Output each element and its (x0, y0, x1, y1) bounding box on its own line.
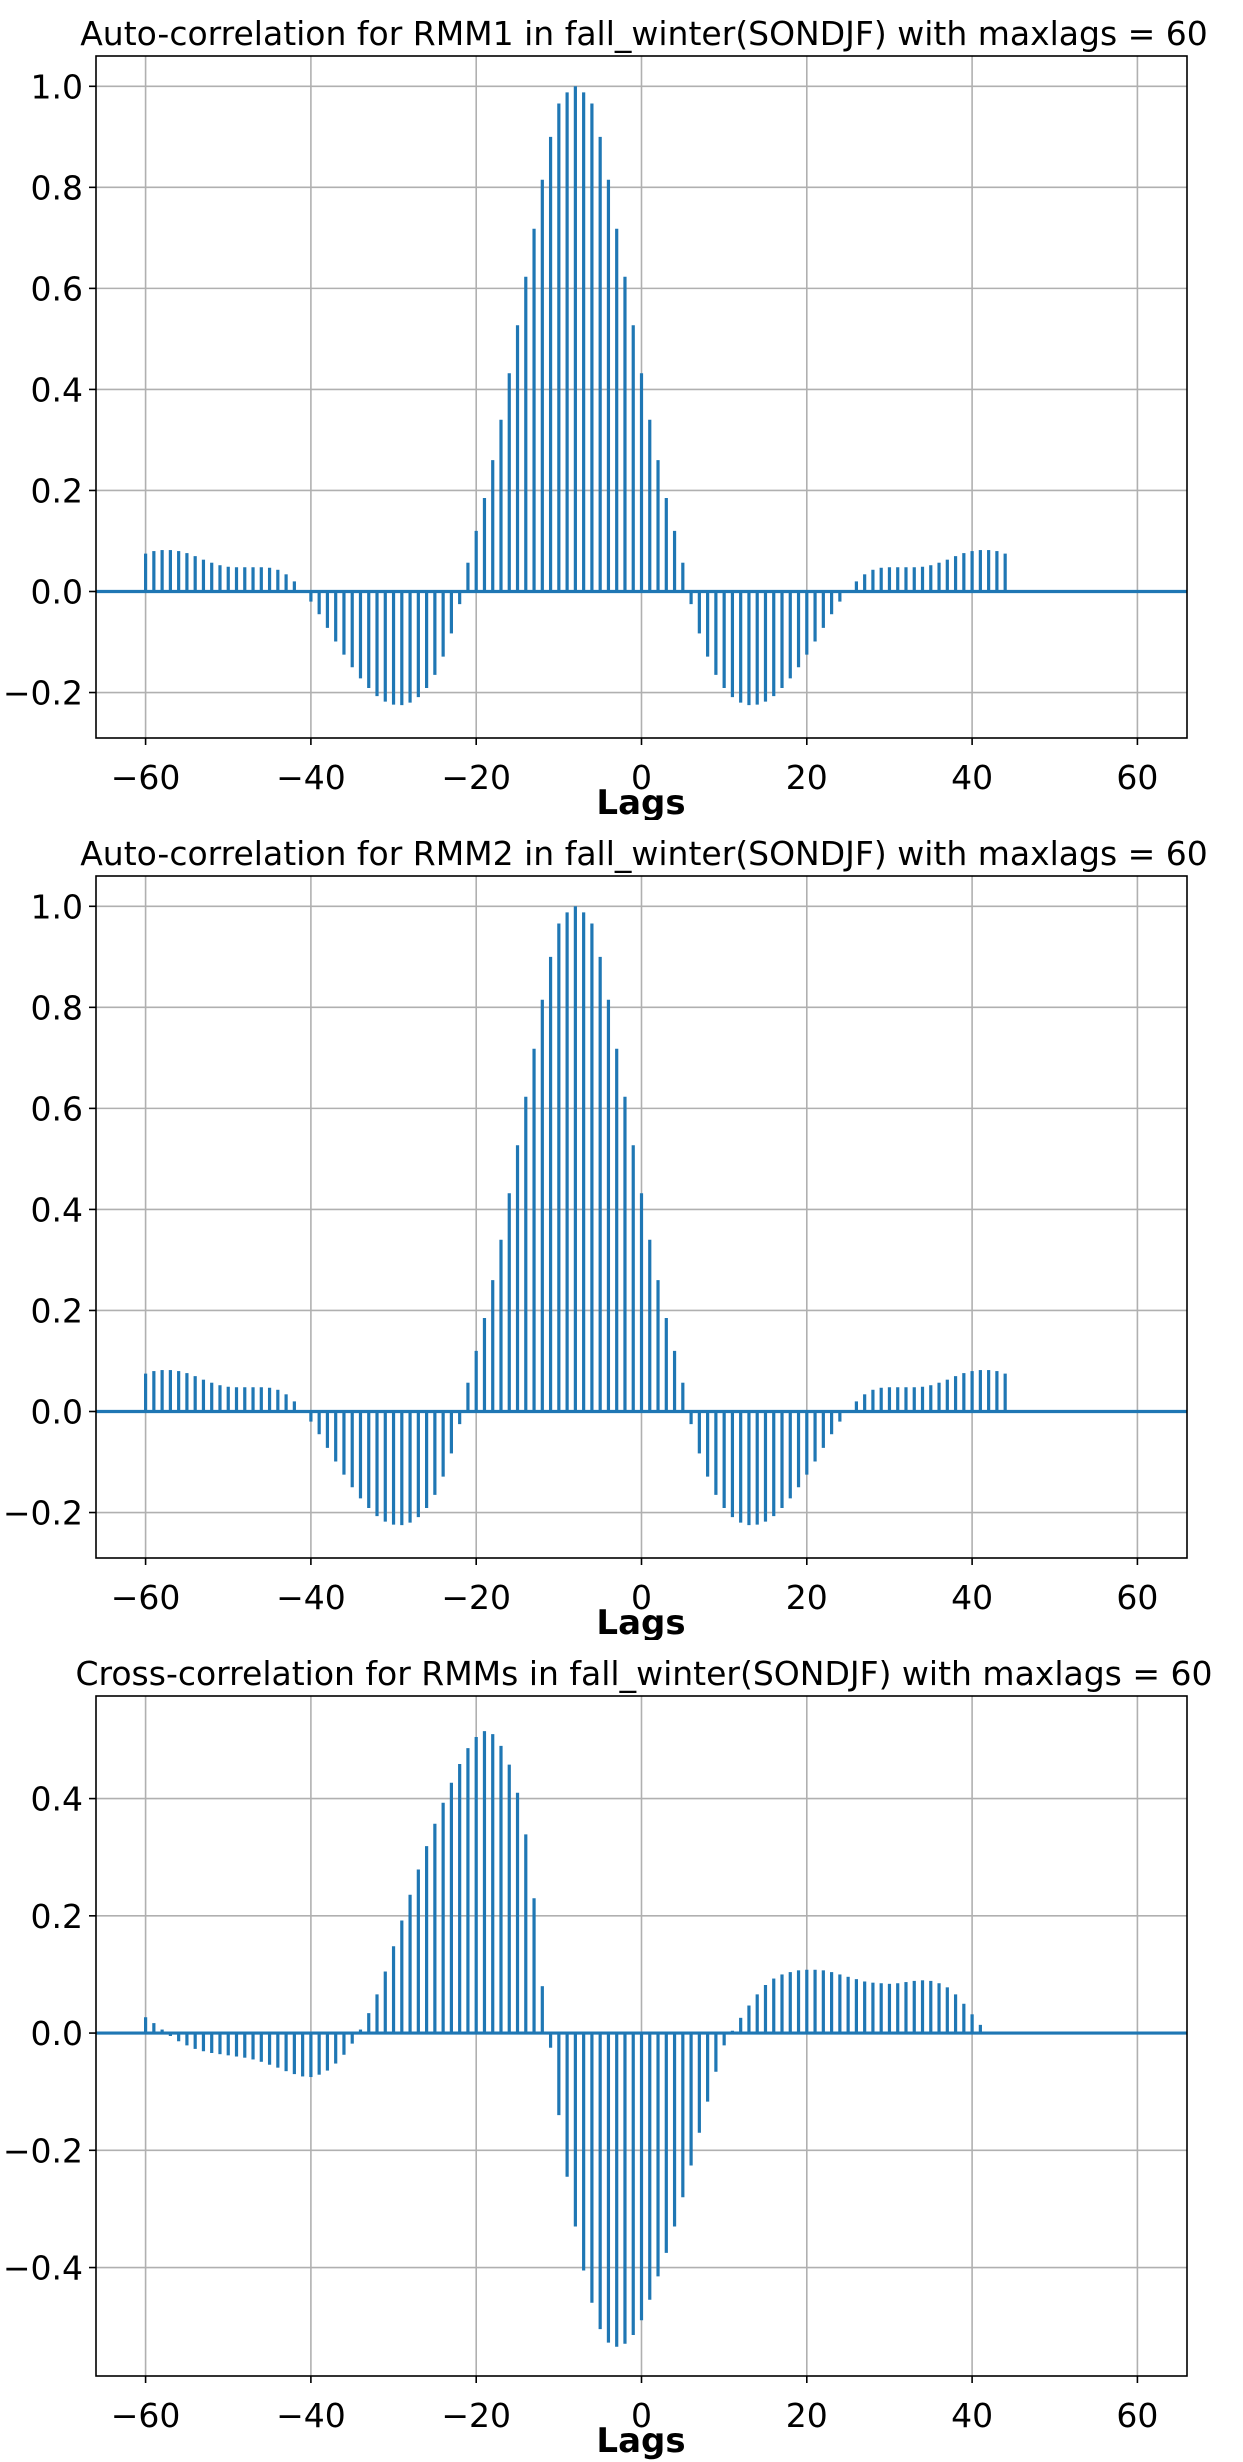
y-tick-label: 0.4 (31, 1780, 83, 1819)
x-tick-label: 0 (631, 2396, 652, 2435)
y-tick-label: 0.0 (31, 2014, 83, 2053)
plot-area: −60 −40 −20 0 20 40 60 −0.2 0.0 0.2 0.4 0.6 0.8 1.0 (3, 55, 1188, 797)
x-tick-label: 0 (631, 758, 652, 797)
chart-panel-rmm2-autocorrelation: −60 −40 −20 0 20 40 60 −0.2 0.0 0.2 0.4 0.6 0.8 1.0 A… (3, 834, 1208, 1640)
x-tick-label: −60 (111, 758, 181, 797)
x-tick-label: −20 (441, 1578, 511, 1617)
x-tick-label: −40 (276, 758, 346, 797)
y-tick-label: 0.0 (31, 1392, 83, 1431)
x-tick-label: −20 (441, 758, 511, 797)
x-tick-label: 20 (786, 758, 828, 797)
y-tick-label: 0.6 (31, 269, 83, 308)
x-axis-label: Lags (596, 1603, 685, 1640)
y-tick-label: 0.4 (31, 1190, 83, 1229)
x-tick-label: 40 (951, 1578, 993, 1617)
x-tick-label: −40 (276, 1578, 346, 1617)
x-tick-label: 60 (1116, 758, 1158, 797)
x-axis-label: Lags (596, 783, 685, 820)
y-tick-label: 0.8 (31, 988, 83, 1027)
y-tick-label: −0.2 (3, 674, 83, 713)
y-tick-label: −0.2 (3, 2131, 83, 2170)
x-tick-label: −20 (441, 2396, 511, 2435)
y-tick-label: 0.4 (31, 370, 83, 409)
y-tick-label: 0.2 (31, 1291, 83, 1330)
y-tick-label: 0.0 (31, 572, 83, 611)
y-tick-label: 0.8 (31, 168, 83, 207)
chart-panel-rmm-crosscorrelation: −60 −40 −20 0 20 40 60 −0.4 −0.2 0.0 0.2 0.4 Cross-… (3, 1654, 1213, 2461)
y-tick-label: −0.4 (3, 2249, 83, 2288)
chart-title: Auto-correlation for RMM2 in fall_winter… (80, 834, 1208, 873)
y-tick-label: 1.0 (31, 67, 83, 106)
y-tick-label: 0.6 (31, 1089, 83, 1128)
y-tick-label: 1.0 (31, 887, 83, 926)
x-tick-label: −40 (276, 2396, 346, 2435)
x-tick-label: 60 (1116, 1578, 1158, 1617)
x-tick-label: 20 (786, 2396, 828, 2435)
x-tick-label: −60 (111, 1578, 181, 1617)
chart-title: Cross-correlation for RMMs in fall_winte… (75, 1654, 1212, 1693)
chart-title: Auto-correlation for RMM1 in fall_winter… (80, 14, 1208, 53)
x-axis-label: Lags (596, 2421, 685, 2461)
x-tick-label: 0 (631, 1578, 652, 1617)
x-tick-label: −60 (111, 2396, 181, 2435)
chart-panel-rmm1-autocorrelation: −60 −40 −20 0 20 40 60 −0.2 0.0 0.2 0.4 0.6 0.8 1.0 A… (3, 14, 1208, 820)
x-tick-label: 20 (786, 1578, 828, 1617)
x-tick-label: 40 (951, 2396, 993, 2435)
y-tick-label: 0.2 (31, 471, 83, 510)
y-tick-label: −0.2 (3, 1494, 83, 1533)
plot-area: −60 −40 −20 0 20 40 60 −0.4 −0.2 0.0 0.2 0.4 (3, 1695, 1188, 2435)
y-tick-label: 0.2 (31, 1897, 83, 1936)
x-tick-label: 40 (951, 758, 993, 797)
x-tick-label: 60 (1116, 2396, 1158, 2435)
plot-area: −60 −40 −20 0 20 40 60 −0.2 0.0 0.2 0.4 0.6 0.8 1.0 (3, 875, 1188, 1617)
